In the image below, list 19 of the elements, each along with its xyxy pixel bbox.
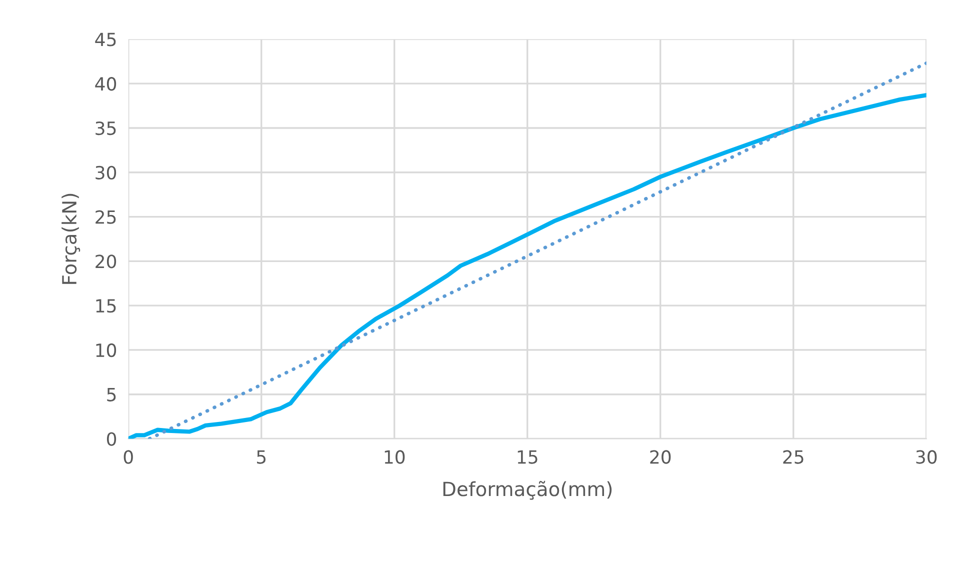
y-tick-label: 25 <box>96 210 116 224</box>
y-tick-label: 45 <box>95 32 116 46</box>
x-axis-title: Deformação(mm) <box>443 480 612 500</box>
x-tick-label: 5 <box>257 450 266 464</box>
y-tick-label: 20 <box>96 254 116 268</box>
y-tick-label: 15 <box>96 299 116 313</box>
x-tick-label: 20 <box>650 450 671 464</box>
y-tick-label: 5 <box>107 388 116 402</box>
y-tick-label: 35 <box>96 121 116 136</box>
x-tick-label: 25 <box>783 450 804 464</box>
y-tick-label: 10 <box>96 343 116 358</box>
y-tick-label: 0 <box>106 432 116 446</box>
y-tick-label: 40 <box>95 77 116 91</box>
x-tick-label: 10 <box>384 450 405 464</box>
x-tick-label: 30 <box>916 450 937 464</box>
x-tick-label: 15 <box>518 450 538 464</box>
x-tick-label: 0 <box>124 450 133 464</box>
y-axis-title: Força(kN) <box>62 194 80 284</box>
y-tick-label: 30 <box>96 166 116 180</box>
